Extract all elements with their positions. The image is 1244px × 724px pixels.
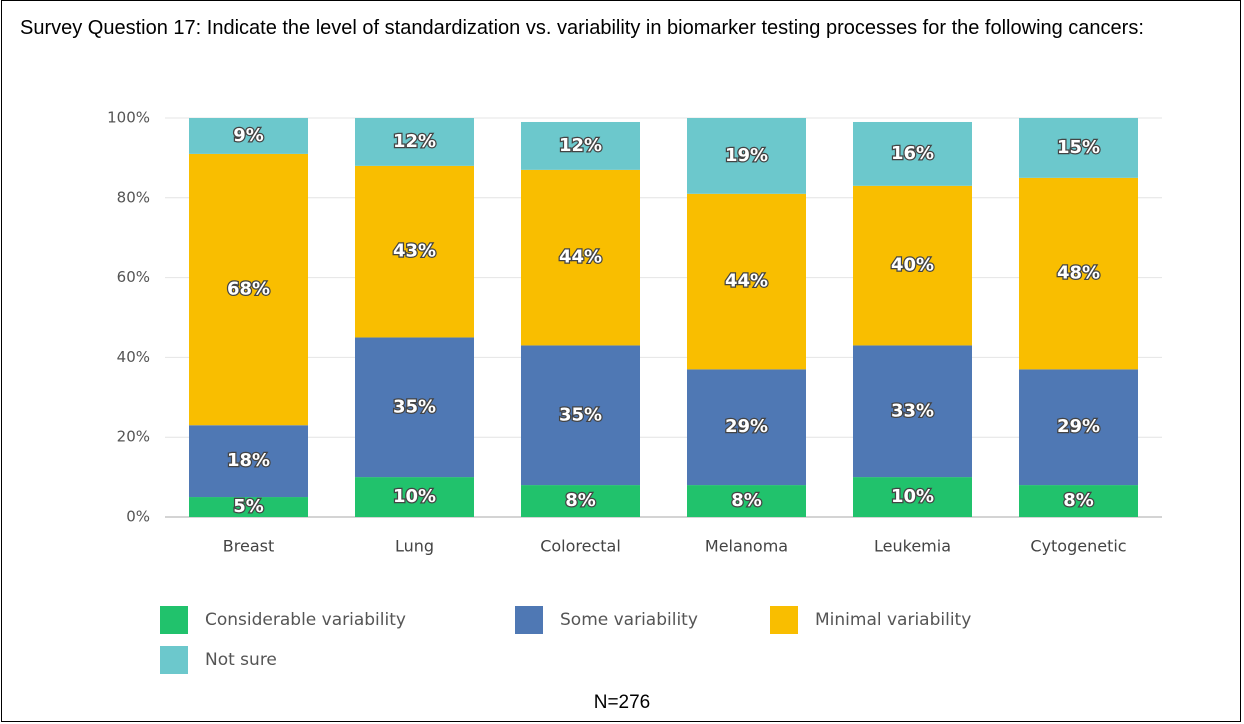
bar-segment	[853, 185, 972, 346]
y-tick-label: 0%	[126, 508, 150, 526]
bar-segment	[189, 425, 308, 498]
data-label: 5%	[233, 496, 264, 517]
bar-segment	[189, 118, 308, 154]
data-label: 40%	[891, 255, 934, 276]
y-tick-label: 60%	[117, 268, 150, 286]
data-label: 29%	[725, 416, 768, 437]
bar-segment	[355, 165, 474, 338]
note: N=276	[593, 692, 651, 713]
data-label: 44%	[559, 247, 602, 268]
x-tick-label: Leukemia	[874, 537, 951, 556]
chart-title: Survey Question 17: Indicate the level o…	[20, 17, 1144, 39]
y-tick-label: 80%	[117, 188, 150, 206]
bar-segment	[189, 153, 308, 426]
bar-segment	[521, 485, 640, 517]
data-label: 44%	[725, 271, 768, 292]
x-tick-label: Melanoma	[705, 537, 788, 556]
data-label: 68%	[227, 279, 270, 300]
y-tick-label: 20%	[117, 428, 150, 446]
bar-segment	[189, 497, 308, 517]
legend-swatch	[160, 646, 188, 674]
data-label: 29%	[1057, 416, 1100, 437]
bar-segment	[1019, 118, 1138, 178]
data-label: 18%	[227, 450, 270, 471]
legend-swatch	[160, 606, 188, 634]
bar-segment	[687, 369, 806, 486]
bar-segment	[853, 477, 972, 517]
x-tick-label: Lung	[395, 537, 434, 556]
bar-segment	[1019, 369, 1138, 486]
bar-segment	[1019, 485, 1138, 517]
data-label: 12%	[559, 135, 602, 156]
bar-segment	[687, 193, 806, 370]
data-label: 19%	[725, 145, 768, 166]
data-label: 33%	[891, 400, 934, 421]
legend-label: Minimal variability	[815, 610, 971, 630]
data-label: 8%	[565, 490, 596, 511]
y-tick-label: 100%	[107, 109, 150, 127]
bar-segment	[521, 345, 640, 486]
data-label: 43%	[393, 241, 436, 262]
bar-segment	[853, 121, 972, 186]
bar-segment	[853, 345, 972, 478]
data-label: 8%	[1063, 490, 1094, 511]
data-label: 16%	[891, 143, 934, 164]
data-label: 35%	[393, 396, 436, 417]
legend-label: Considerable variability	[205, 610, 406, 630]
x-tick-label: Cytogenetic	[1030, 537, 1126, 556]
data-label: 15%	[1057, 137, 1100, 158]
bar-segment	[687, 118, 806, 194]
legend-swatch	[515, 606, 543, 634]
data-label: 9%	[233, 125, 264, 146]
x-tick-label: Colorectal	[540, 537, 621, 556]
legend-label: Not sure	[205, 650, 277, 670]
bar-segment	[355, 477, 474, 517]
data-label: 10%	[393, 486, 436, 507]
bar-segment	[521, 121, 640, 170]
data-label: 8%	[731, 490, 762, 511]
bar-segment	[1019, 177, 1138, 370]
bar-segment	[521, 169, 640, 346]
bar-segment	[355, 337, 474, 478]
data-label: 48%	[1057, 263, 1100, 284]
bar-segment	[355, 118, 474, 166]
data-label: 10%	[891, 486, 934, 507]
bar-segment	[687, 485, 806, 517]
data-label: 12%	[393, 131, 436, 152]
x-tick-label: Breast	[223, 537, 274, 556]
legend-label: Some variability	[560, 610, 698, 630]
legend-swatch	[770, 606, 798, 634]
data-label: 35%	[559, 404, 602, 425]
y-tick-label: 40%	[117, 348, 150, 366]
